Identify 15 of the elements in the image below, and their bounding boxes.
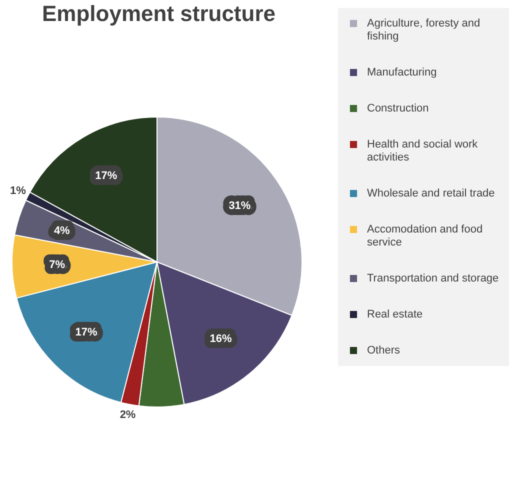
data-label: 2% bbox=[120, 409, 136, 422]
data-label: 1% bbox=[10, 185, 26, 198]
chart-title: Employment structure bbox=[42, 1, 276, 26]
legend-label: Others bbox=[367, 344, 401, 356]
legend-label: Construction bbox=[367, 102, 429, 114]
legend-label: Agriculture, foresty and fishing bbox=[367, 18, 480, 42]
legend-label: Wholesale and retail trade bbox=[367, 188, 495, 200]
data-label: 17% bbox=[95, 170, 118, 182]
legend-label: Manufacturing bbox=[367, 66, 437, 78]
legend-label: Transportation and storage bbox=[367, 272, 499, 284]
legend-label: Accomodation and food service bbox=[367, 224, 483, 248]
data-label: 16% bbox=[210, 333, 232, 346]
legend-label: Health and social work activities bbox=[367, 138, 478, 164]
legend-label: Real estate bbox=[367, 308, 423, 320]
data-label: 4% bbox=[54, 225, 70, 238]
